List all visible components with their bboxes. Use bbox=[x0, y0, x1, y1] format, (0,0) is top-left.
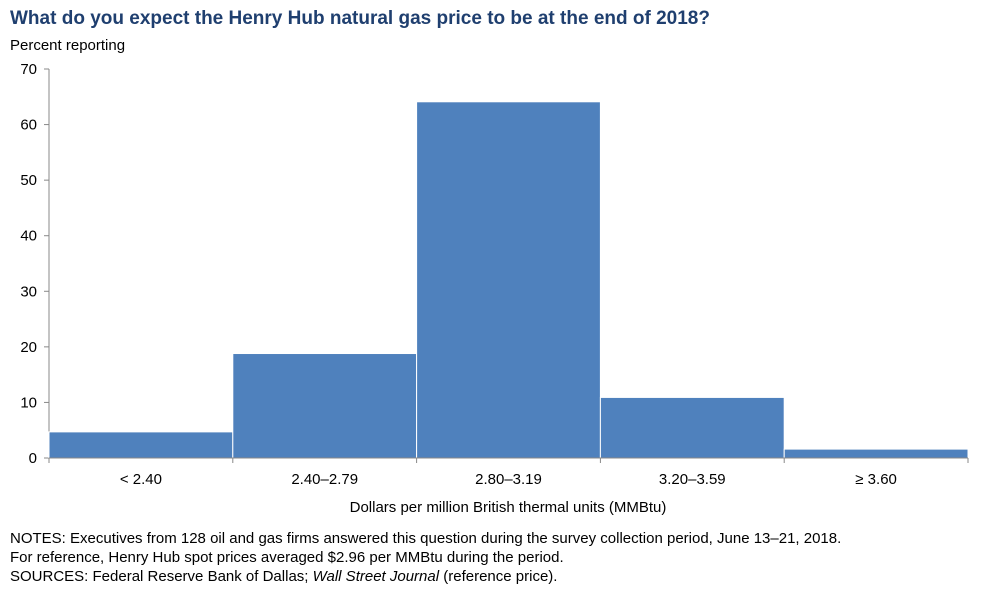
x-tick-label: 2.40–2.79 bbox=[291, 471, 358, 488]
y-tick-label: 50 bbox=[20, 172, 37, 189]
y-tick-label: 60 bbox=[20, 117, 37, 134]
bars bbox=[48, 101, 969, 459]
bar bbox=[599, 396, 785, 459]
bar bbox=[416, 101, 601, 459]
bar bbox=[783, 448, 969, 459]
notes-line-1: NOTES: Executives from 128 oil and gas f… bbox=[10, 530, 842, 547]
y-tick-label: 10 bbox=[20, 394, 37, 411]
x-axis-label: Dollars per million British thermal unit… bbox=[350, 499, 667, 516]
sources-prefix: SOURCES: Federal Reserve Bank of Dallas; bbox=[10, 568, 313, 585]
chart-title: What do you expect the Henry Hub natural… bbox=[10, 8, 710, 29]
bar bbox=[48, 431, 234, 459]
y-tick-label: 0 bbox=[29, 450, 37, 467]
chart-svg: 0 10 20 30 40 50 60 70 < 2.40 2.40–2.79 2.80–3.19… bbox=[20, 61, 969, 516]
notes: NOTES: Executives from 128 oil and gas f… bbox=[10, 529, 841, 586]
y-tick-label: 40 bbox=[20, 228, 37, 245]
x-tick-label: ≥ 3.60 bbox=[855, 471, 897, 488]
sources-suffix: (reference price). bbox=[439, 568, 558, 585]
x-tick-label: < 2.40 bbox=[120, 471, 162, 488]
y-tick-label: 20 bbox=[20, 339, 37, 356]
x-tick-label: 2.80–3.19 bbox=[475, 471, 542, 488]
x-axis: < 2.40 2.40–2.79 2.80–3.19 3.20–3.59 ≥ 3.60 bbox=[48, 457, 969, 488]
y-tick-label: 30 bbox=[20, 283, 37, 300]
bar bbox=[232, 353, 418, 459]
x-tick-label: 3.20–3.59 bbox=[659, 471, 726, 488]
sources-italic: Wall Street Journal bbox=[312, 568, 440, 585]
notes-line-2: For reference, Henry Hub spot prices ave… bbox=[10, 549, 564, 566]
y-axis-label: Percent reporting bbox=[10, 37, 126, 54]
y-tick-label: 70 bbox=[20, 61, 37, 78]
sources-line: SOURCES: Federal Reserve Bank of Dallas;… bbox=[10, 567, 841, 586]
y-axis: 0 10 20 30 40 50 60 70 bbox=[20, 61, 50, 467]
